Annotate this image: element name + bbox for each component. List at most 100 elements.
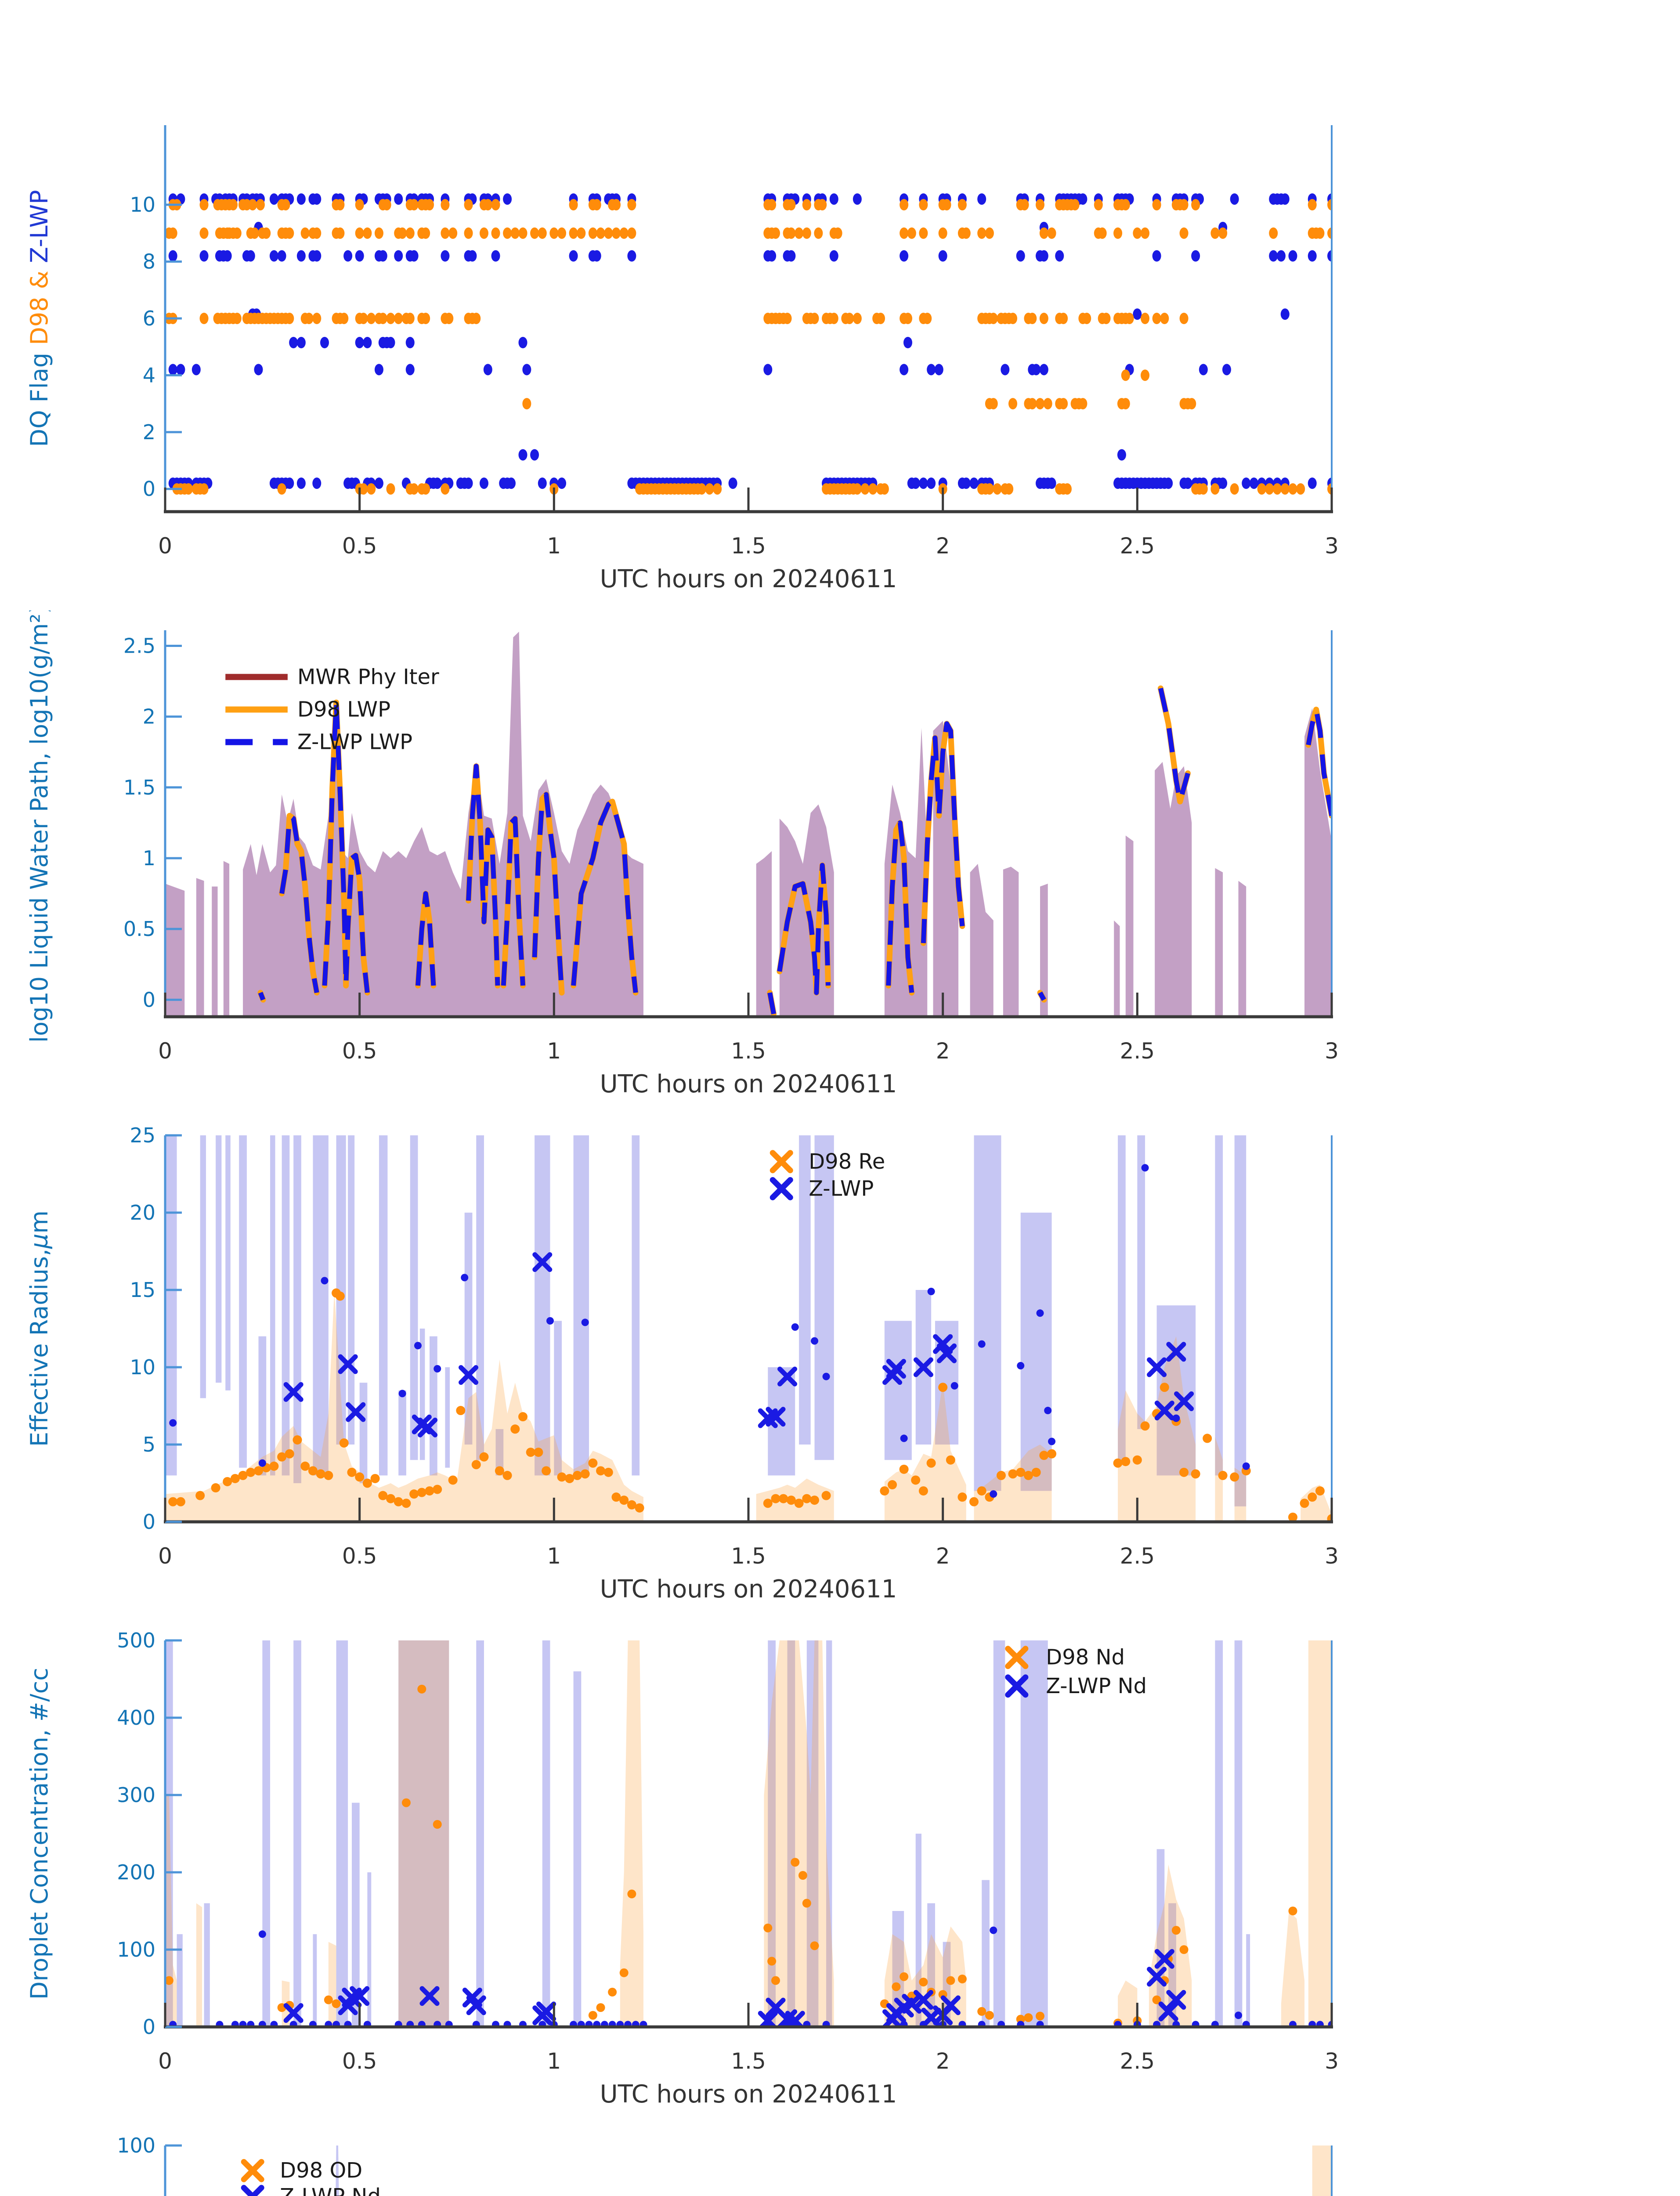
lwp-chart: 0 0.5 1 1.5 2 2.5 0 0.5 1 1.5 2 2.5 3 UTC hours on 20… [25,610,1339,1098]
optical-depth-legend-swatch-0 [241,2159,264,2182]
lwp-ytick-label: 1.5 [123,776,155,799]
droplet-concentration-band-0 [165,1640,1250,2027]
effective-radius-band-1 [165,1291,1332,1522]
dq-flag-chart: 0 2 4 6 8 10 0 0.5 1 1.5 2 2.5 3 UTC hours on 2024061… [25,125,1339,593]
optical-depth-legend-swatch-1 [241,2185,264,2196]
effective-radius-chart: 0 5 10 15 20 25 0 0.5 1 1.5 2 2.5 3 UTC hours on 2024… [25,1123,1339,1604]
effective-radius-xaxis-label: UTC hours on 20240611 [600,1575,897,1604]
optical-depth-ytick-label: 100 [117,2134,155,2157]
lwp-plot-area [165,632,1332,1017]
panel-dq-flag: 0 2 4 6 8 10 0 0.5 1 1.5 2 2.5 3 UTC hours on 2024061… [0,105,1680,610]
lwp-legend-label-2: Z-LWP LWP [297,730,412,755]
droplet-concentration-xaxis-label: UTC hours on 20240611 [600,2080,897,2109]
droplet-concentration-yaxis-label: Droplet Concentration, #/cc [25,1668,53,2000]
dq-flag-ytick-label: 8 [143,250,155,274]
zlwp-flag-5 [289,337,912,348]
droplet-concentration-xtick-label: 1 [547,2048,561,2074]
lwp-ytick-label: 0 [143,988,155,1011]
lwp-xtick-label: 1 [547,1038,561,1064]
droplet-concentration-xtick-label: 1.5 [731,2048,766,2074]
droplet-concentration-ytick-label: 500 [117,1629,155,1652]
panel-effective-radius: 0 5 10 15 20 25 0 0.5 1 1.5 2 2.5 3 UTC hours on 2024… [0,1116,1680,1621]
lwp-legend-label-0: MWR Phy Iter [297,665,439,689]
effective-radius-xtick-label: 2 [936,1543,950,1569]
panel-liquid-water-path: 0 0.5 1 1.5 2 2.5 0 0.5 1 1.5 2 2.5 3 UTC hours on 20… [0,610,1680,1116]
d98-flag-0 [172,483,1332,495]
effective-radius-legend-swatch-0 [770,1150,793,1174]
d98-flag-3 [522,398,1196,410]
lwp-xtick-label: 0 [158,1038,172,1064]
droplet-concentration-ytick-label: 100 [117,1938,155,1961]
dq-flag-ytick-label: 0 [143,477,155,501]
effective-radius-ytick-label: 25 [130,1123,155,1147]
dq-flag-plot-area [165,193,1332,495]
droplet-concentration-legend: D98 Nd Z-LWP Nd [1005,1645,1147,1698]
dq-flag-xtick-label: 0.5 [342,533,377,559]
effective-radius-legend: D98 ReZ-LWP [770,1149,885,1201]
effective-radius-axes: 0 5 10 15 20 25 0 0.5 1 1.5 2 2.5 3 [130,1123,1338,1569]
zlwp-flag-1 [518,449,1126,461]
effective-radius-xtick-label: 1 [547,1543,561,1569]
effective-radius-ytick-label: 20 [130,1201,155,1224]
dq-flag-axes: 0 2 4 6 8 10 0 0.5 1 1.5 2 2.5 3 [130,125,1339,559]
dq-flag-ytick-label: 4 [143,363,155,387]
droplet-concentration-band-1 [165,1640,1332,2027]
zlwp-flag-4 [168,364,1231,376]
droplet-concentration-ytick-label: 200 [117,1860,155,1884]
d98-flag-9 [165,227,1332,239]
d98-re-dots [168,1288,1332,1522]
droplet-concentration-legend-swatch-0 [1005,1646,1029,1669]
lwp-axes: 0 0.5 1 1.5 2 2.5 0 0.5 1 1.5 2 2.5 3 [123,630,1339,1064]
lwp-xtick-label: 0.5 [342,1038,377,1064]
lwp-xtick-label: 2 [936,1038,950,1064]
lwp-xtick-label: 3 [1325,1038,1339,1064]
lwp-ytick-label: 2 [143,705,155,729]
droplet-concentration-xtick-label: 2.5 [1120,2048,1155,2074]
optical-depth-plot-area [336,2145,1332,2196]
optical-depth-legend-label-0: D98 OD [280,2158,362,2183]
dq-flag-yaxis-label: DQ Flag D98 & Z-LWP [25,190,53,447]
dq-flag-ytick-label: 10 [130,193,155,217]
effective-radius-yaxis-label: Effective Radius,µm [25,1210,53,1447]
effective-radius-ytick-label: 10 [130,1355,155,1379]
lwp-legend-label-1: D98 LWP [297,697,390,722]
droplet-concentration-ytick-label: 300 [117,1783,155,1807]
dq-flag-xtick-label: 2 [936,533,950,559]
effective-radius-xtick-label: 3 [1325,1543,1339,1569]
dq-flag-xtick-label: 3 [1325,533,1339,559]
droplet-concentration-plot-area [165,1640,1332,2027]
zlwp-re-dots [169,1164,1250,1498]
optical-depth-axes: 02040608010000.511.522.53 [117,2134,1333,2196]
effective-radius-legend-label-1: Z-LWP [809,1176,874,1201]
droplet-concentration-xtick-label: 3 [1325,2048,1339,2074]
effective-radius-xtick-label: 0 [158,1543,172,1569]
effective-radius-xtick-label: 1.5 [731,1543,766,1569]
optical-depth-legend: D98 ODZ-LWP Nd [241,2158,381,2196]
d98-flag-4 [1121,369,1150,381]
droplet-concentration-legend-label-0: D98 Nd [1046,1645,1125,1670]
dq-flag-ytick-label: 6 [143,307,155,330]
droplet-concentration-axes: 0 100 200 300 400 500 0 0.5 1 1.5 2 2.5 3 [117,1629,1339,2074]
dq-flag-xtick-label: 0 [158,533,172,559]
lwp-legend: MWR Phy Iter D98 LWP Z-LWP LWP [225,665,439,755]
effective-radius-xtick-label: 0.5 [342,1543,377,1569]
effective-radius-ytick-label: 0 [143,1510,155,1534]
panel-droplet-concentration: 0 100 200 300 400 500 0 0.5 1 1.5 2 2.5 3 UTC hours o… [0,1621,1680,2126]
droplet-concentration-xtick-label: 0.5 [342,2048,377,2074]
dq-flag-ytick-label: 2 [143,420,155,444]
droplet-concentration-legend-label-1: Z-LWP Nd [1046,1674,1147,1698]
dq-flag-xtick-label: 2.5 [1120,533,1155,559]
lwp-xaxis-label: UTC hours on 20240611 [600,1070,897,1098]
d98-flag-6 [165,313,1189,324]
lwp-xtick-label: 1.5 [731,1038,766,1064]
optical-depth-legend-label-1: Z-LWP Nd [280,2184,381,2196]
dq-flag-xtick-label: 1.5 [731,533,766,559]
dq-flag-xaxis-label: UTC hours on 20240611 [600,565,897,593]
droplet-concentration-ytick-label: 0 [143,2015,155,2039]
d98-flag-10 [168,199,1332,211]
zlwp-lwp-line [258,687,1332,1015]
optical-depth-band-1 [336,2145,339,2196]
droplet-concentration-xtick-label: 2 [936,2048,950,2074]
effective-radius-xtick-label: 2.5 [1120,1543,1155,1569]
